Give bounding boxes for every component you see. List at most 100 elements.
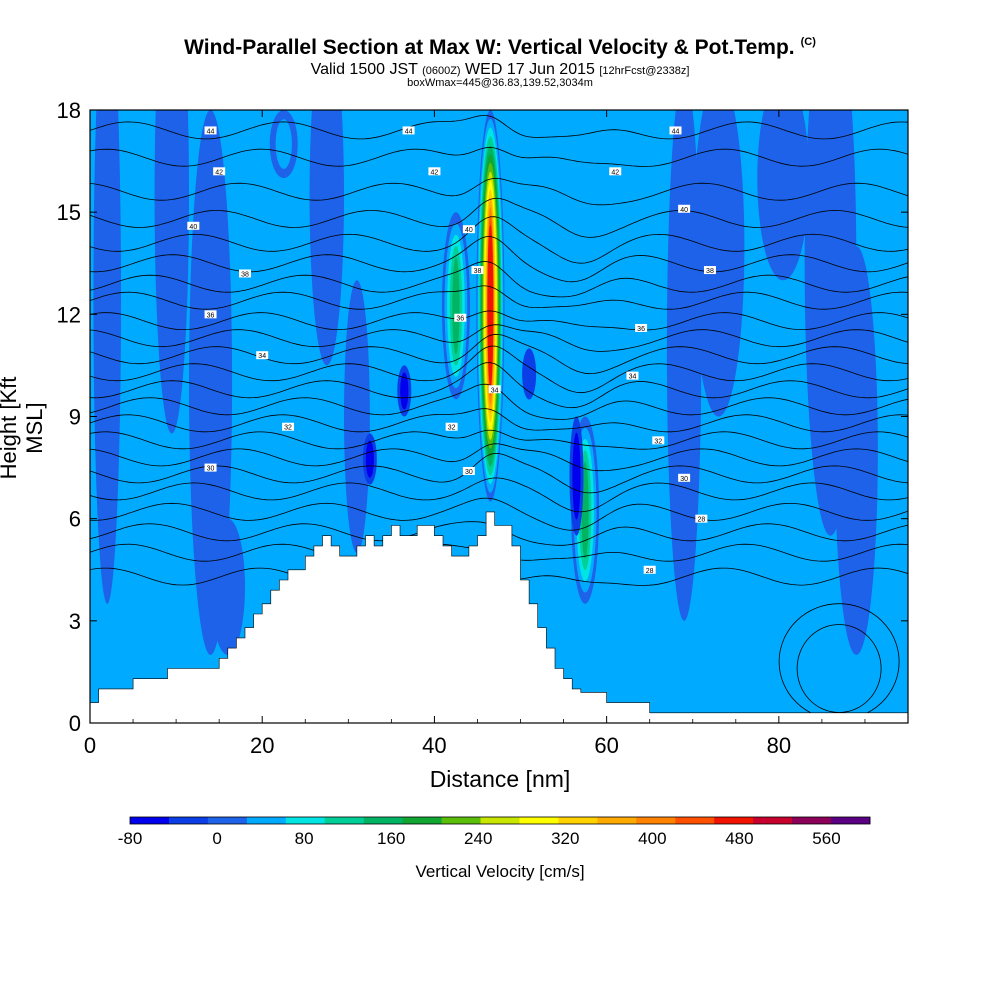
w-negative-band-4 xyxy=(309,110,345,366)
colorbar-swatch-6 xyxy=(324,817,365,824)
isentrope-label-7: 40 xyxy=(189,224,197,231)
isentrope-line-2 xyxy=(90,146,908,167)
box-info: boxWmax=445@36.83,139.52,3034m xyxy=(407,77,593,89)
chart-title-text: Wind-Parallel Section at Max W: Vertical… xyxy=(184,36,795,59)
chart-title: Wind-Parallel Section at Max W: Vertical… xyxy=(0,36,1000,60)
isentrope-label-box-17 xyxy=(488,385,501,394)
w-negative-band-10 xyxy=(757,110,809,281)
w-core-6-level-2 xyxy=(365,440,374,478)
isentrope-label-box-2 xyxy=(402,126,415,135)
valid-prefix: Valid 1500 JST xyxy=(310,61,418,78)
isentrope-line-5 xyxy=(90,216,908,264)
isentrope-label-box-6 xyxy=(609,167,622,176)
isentrope-line-3 xyxy=(90,177,908,206)
w-negative-band-1 xyxy=(93,110,121,604)
isentrope-label-box-8 xyxy=(462,225,475,234)
isentrope-label-6: 42 xyxy=(611,169,619,176)
isentrope-label-box-14 xyxy=(454,313,467,322)
isentrope-line-7 xyxy=(90,261,908,298)
colorbar-tick-label-3: 160 xyxy=(377,829,405,848)
isentrope-label-10: 38 xyxy=(241,271,249,278)
y-tick-label-5: 15 xyxy=(57,200,81,225)
isentrope-label-14: 36 xyxy=(456,316,464,323)
plot-area: 44 44 44 42 42 42 40 40 40 38 38 38 36 36 36 34 34 34 32 32… xyxy=(90,110,908,723)
colorbar-swatch-14 xyxy=(636,817,676,824)
colorbar-swatch-9 xyxy=(441,817,482,824)
colorbar-swatch-12 xyxy=(558,817,598,824)
w-core-8-level-1 xyxy=(522,348,537,400)
isentrope-label-box-3 xyxy=(669,126,682,135)
valid-date: WED 17 Jun 2015 xyxy=(465,61,595,78)
colorbar-swatch-13 xyxy=(597,817,637,824)
isentrope-lines xyxy=(90,115,908,721)
colorbar-tick-label-5: 320 xyxy=(551,829,579,848)
isentrope-line-11 xyxy=(90,333,908,375)
colorbar-tick-label-1: 0 xyxy=(212,829,221,848)
isentrope-label-11: 38 xyxy=(474,268,482,275)
isentrope-label-1: 44 xyxy=(207,128,215,135)
w-core-5-level-2 xyxy=(400,372,409,410)
isentrope-label-24: 30 xyxy=(680,476,688,483)
isentrope-label-9: 40 xyxy=(680,207,688,214)
isentrope-label-8: 40 xyxy=(465,227,473,234)
w-negative-band-7 xyxy=(692,110,745,417)
colorbar-swatch-7 xyxy=(363,817,404,824)
w-negative-band-6 xyxy=(666,110,702,621)
colorbar-swatch-10 xyxy=(480,817,520,824)
w-negative-band-9 xyxy=(834,246,878,655)
isentrope-label-23: 30 xyxy=(465,469,473,476)
isentrope-label-18: 34 xyxy=(629,374,637,381)
isentrope-label-box-9 xyxy=(678,204,691,213)
isentrope-label-5: 42 xyxy=(431,169,439,176)
isentrope-line-13 xyxy=(90,362,908,409)
colorbar-swatch-1 xyxy=(130,817,170,824)
isentrope-label-box-15 xyxy=(635,323,648,332)
colorbar-tick-label-2: 80 xyxy=(295,829,314,848)
colorbar-tick-label-7: 480 xyxy=(725,829,753,848)
isentrope-label-box-18 xyxy=(626,371,639,380)
x-tick-label-4: 80 xyxy=(767,733,791,758)
isentrope-line-4 xyxy=(90,197,908,238)
colorbar-tick-label-8: 560 xyxy=(812,829,840,848)
y-tick-label-3: 9 xyxy=(69,405,81,430)
isentrope-line-19 xyxy=(90,477,908,513)
x-tick-label-2: 40 xyxy=(422,733,446,758)
isentrope-label-16: 34 xyxy=(258,353,266,360)
colorbar-swatch-15 xyxy=(675,817,715,824)
isentrope-label-25: 28 xyxy=(697,517,705,524)
colorbar-swatch-16 xyxy=(714,817,754,824)
isentrope-label-box-21 xyxy=(652,436,665,445)
isentrope-line-17 xyxy=(90,443,908,472)
colorbar-tick-label-6: 400 xyxy=(638,829,666,848)
isentrope-label-box-19 xyxy=(282,422,295,431)
w-negative-band-11 xyxy=(210,518,245,655)
isentrope-label-box-25 xyxy=(695,514,708,523)
colorbar-tick-label-4: 240 xyxy=(464,829,492,848)
isentrope-label-box-7 xyxy=(187,221,200,230)
colorbar-label: Vertical Velocity [cm/s] xyxy=(415,862,585,881)
y-tick-label-6: 18 xyxy=(57,98,81,123)
w-core-4-level-2 xyxy=(275,119,292,169)
isentrope-label-box-22 xyxy=(204,463,217,472)
colorbar-swatch-19 xyxy=(831,817,871,824)
valid-utc: (0600Z) xyxy=(422,65,461,77)
copyright-mark: (C) xyxy=(800,36,816,48)
isentrope-line-16 xyxy=(90,429,908,450)
isentrope-label-19: 32 xyxy=(284,425,292,432)
isentrope-label-box-23 xyxy=(462,466,475,475)
colorbar-swatch-11 xyxy=(519,817,559,824)
y-axis-label: Height [Kft MSL] xyxy=(0,376,47,480)
isentrope-label-box-13 xyxy=(204,310,217,319)
colorbar-swatch-5 xyxy=(285,817,326,824)
isentrope-label-box-10 xyxy=(238,269,251,278)
isentrope-label-box-5 xyxy=(428,167,441,176)
w-core-7-level-2 xyxy=(572,432,581,520)
isentrope-label-box-11 xyxy=(471,266,484,275)
colorbar-swatch-3 xyxy=(207,817,248,824)
isentrope-label-3: 44 xyxy=(672,128,680,135)
x-tick-label-1: 20 xyxy=(250,733,274,758)
isentrope-line-8 xyxy=(90,285,908,310)
colorbar-swatch-4 xyxy=(246,817,287,824)
isentrope-label-box-1 xyxy=(204,126,217,135)
